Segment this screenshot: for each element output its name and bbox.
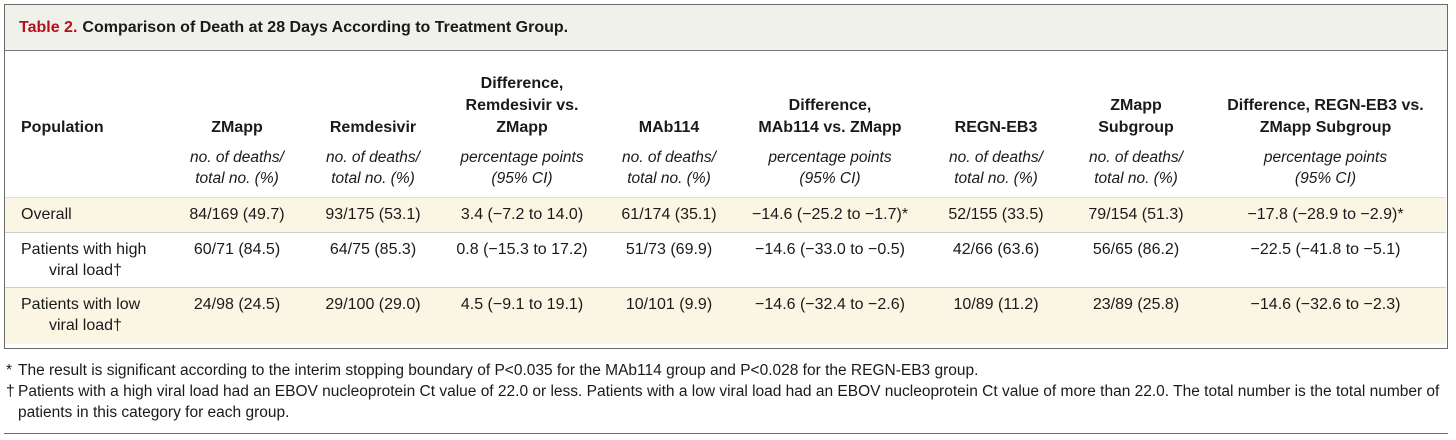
table-frame: Table 2. Comparison of Death at 28 Days …: [4, 4, 1448, 349]
footnote-viral-load: † Patients with a high viral load had an…: [6, 381, 1446, 423]
row-label: Patients with high viral load†: [5, 232, 169, 288]
header-row: Population ZMapp Remdesivir Difference, R…: [5, 59, 1446, 139]
table-cell: 61/174 (35.1): [603, 197, 735, 233]
table-cell: −22.5 (−41.8 to −5.1): [1205, 232, 1446, 288]
col-header-regn-eb3: REGN-EB3: [954, 119, 1038, 136]
table-cell: 60/71 (84.5): [169, 232, 305, 288]
col-header-diff-remdesivir: Difference, Remdesivir vs. ZMapp: [465, 75, 579, 136]
table-cell: 42/66 (63.6): [925, 232, 1067, 288]
table-row: Patients with high viral load† 60/71 (84…: [5, 232, 1446, 288]
footnote-significance: * The result is significant according to…: [6, 360, 1446, 381]
row-label: Overall: [5, 197, 169, 233]
unit-diff-regn-eb3: percentage points (95% CI): [1263, 149, 1388, 187]
footnote-text: The result is significant according to t…: [18, 362, 979, 379]
col-header-diff-regn-eb3: Difference, REGN-EB3 vs. ZMapp Subgroup: [1227, 97, 1424, 136]
unit-diff-remdesivir: percentage points (95% CI): [460, 149, 584, 187]
table-cell: −14.6 (−25.2 to −1.7)*: [735, 197, 925, 233]
table-cell: 64/75 (85.3): [305, 232, 441, 288]
col-header-zmapp-subgroup: ZMapp Subgroup: [1098, 97, 1174, 136]
row-label: Patients with low viral load†: [5, 287, 169, 344]
col-header-remdesivir: Remdesivir: [329, 119, 417, 136]
table-cell: 51/73 (69.9): [603, 232, 735, 288]
table-row: Patients with low viral load† 24/98 (24.…: [5, 287, 1446, 344]
table-cell: 56/65 (86.2): [1067, 232, 1205, 288]
unit-regn-eb3: no. of deaths/total no. (%): [949, 149, 1043, 187]
unit-zmapp-subgroup: no. of deaths/total no. (%): [1089, 149, 1183, 187]
units-row: no. of deaths/total no. (%) no. of death…: [5, 139, 1446, 198]
table-cell: 24/98 (24.5): [169, 287, 305, 344]
table-cell: 0.8 (−15.3 to 17.2): [441, 232, 603, 288]
table-title-bar: Table 2. Comparison of Death at 28 Days …: [5, 5, 1447, 51]
table-label: Table 2.: [19, 18, 78, 36]
bottom-rule: [4, 433, 1448, 434]
table-cell: 93/175 (53.1): [305, 197, 441, 233]
unit-remdesivir: no. of deaths/total no. (%): [326, 149, 420, 187]
table-cell: 79/154 (51.3): [1067, 197, 1205, 233]
table-title: Comparison of Death at 28 Days According…: [82, 18, 569, 36]
col-header-mab114: MAb114: [638, 119, 700, 136]
table-cell: 52/155 (33.5): [925, 197, 1067, 233]
table-cell: 10/89 (11.2): [925, 287, 1067, 344]
unit-zmapp: no. of deaths/total no. (%): [190, 149, 284, 187]
table-cell: 4.5 (−9.1 to 19.1): [441, 287, 603, 344]
table-cell: 29/100 (29.0): [305, 287, 441, 344]
table-row: Overall 84/169 (49.7) 93/175 (53.1) 3.4 …: [5, 197, 1446, 233]
table-cell: 3.4 (−7.2 to 14.0): [441, 197, 603, 233]
table-cell: −14.6 (−32.4 to −2.6): [735, 287, 925, 344]
footnote-mark: †: [6, 383, 15, 400]
table-cell: 10/101 (9.9): [603, 287, 735, 344]
table-cell: 84/169 (49.7): [169, 197, 305, 233]
table-cell: −14.6 (−33.0 to −0.5): [735, 232, 925, 288]
table-cell: 23/89 (25.8): [1067, 287, 1205, 344]
footnote-mark: *: [6, 362, 13, 379]
results-table: Population ZMapp Remdesivir Difference, R…: [5, 59, 1446, 344]
footnotes: * The result is significant according to…: [6, 360, 1446, 423]
unit-population: [5, 139, 169, 198]
col-header-diff-mab114: Difference, MAb114 vs. ZMapp: [758, 97, 902, 136]
col-header-zmapp: ZMapp: [211, 119, 263, 136]
unit-mab114: no. of deaths/total no. (%): [622, 149, 716, 187]
table-cell: −14.6 (−32.6 to −2.3): [1205, 287, 1446, 344]
table-cell: −17.8 (−28.9 to −2.9)*: [1205, 197, 1446, 233]
footnote-text: Patients with a high viral load had an E…: [18, 383, 1440, 421]
col-header-population: Population: [21, 119, 104, 136]
unit-diff-mab114: percentage points (95% CI): [768, 149, 892, 187]
